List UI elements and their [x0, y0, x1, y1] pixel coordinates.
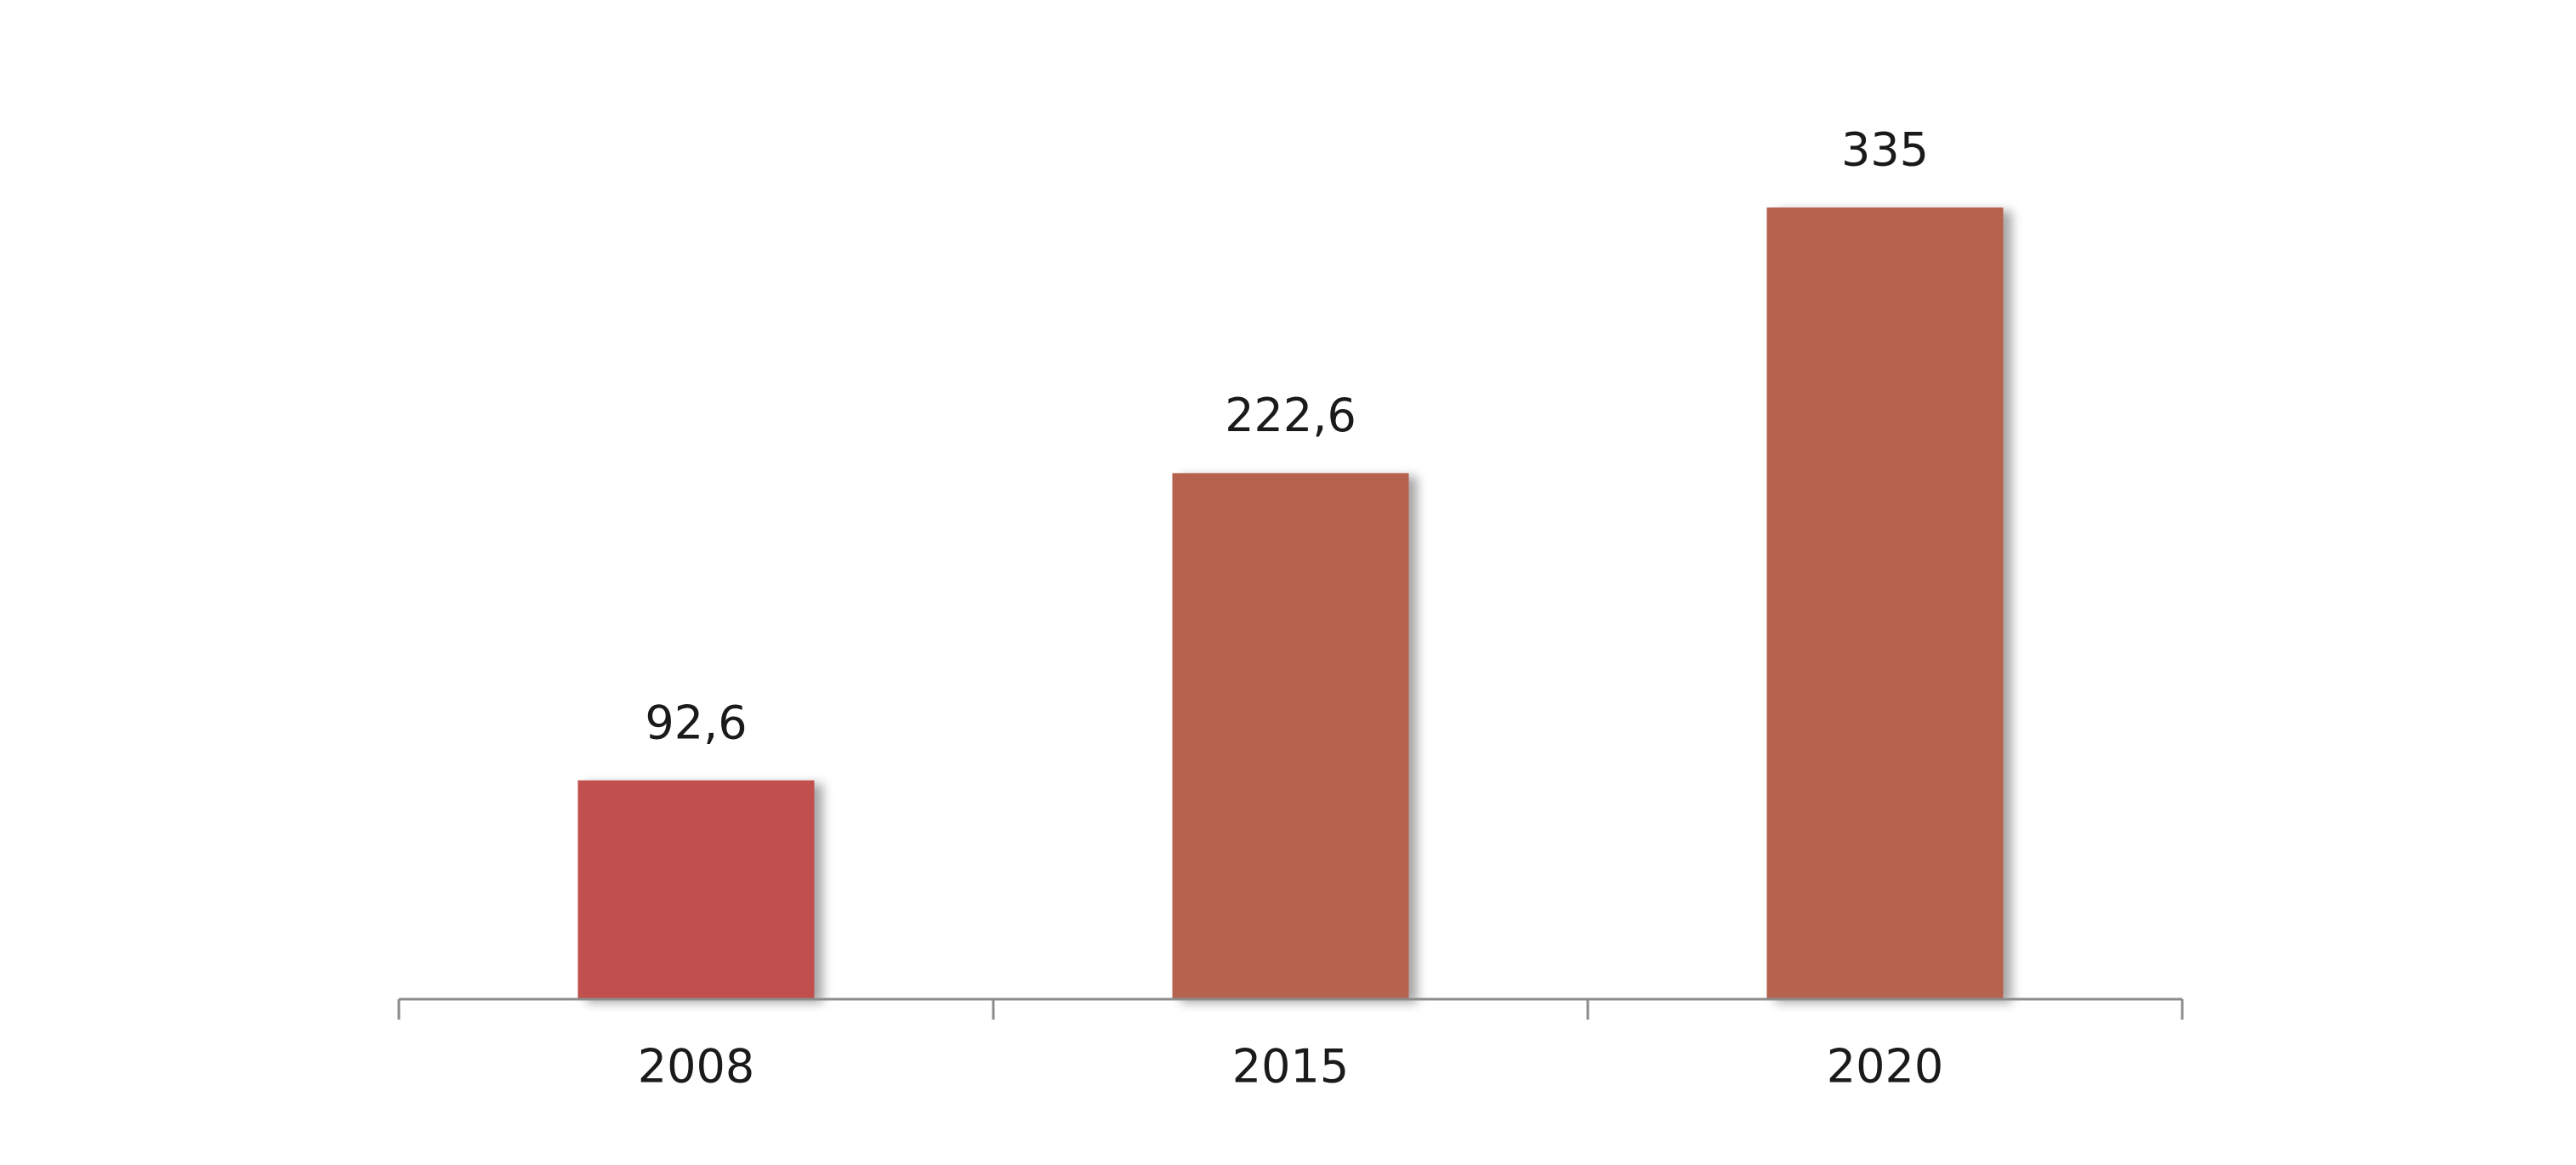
bar	[577, 780, 815, 999]
bar	[1766, 207, 2004, 999]
data-label: 335	[1841, 123, 1929, 177]
data-label: 92,6	[645, 696, 747, 749]
bar	[1172, 473, 1409, 999]
data-label: 222,6	[1225, 389, 1356, 442]
x-tick-label: 2008	[638, 1040, 754, 1094]
x-tick-label: 2020	[1827, 1040, 1943, 1094]
x-tick-label: 2015	[1232, 1040, 1349, 1094]
